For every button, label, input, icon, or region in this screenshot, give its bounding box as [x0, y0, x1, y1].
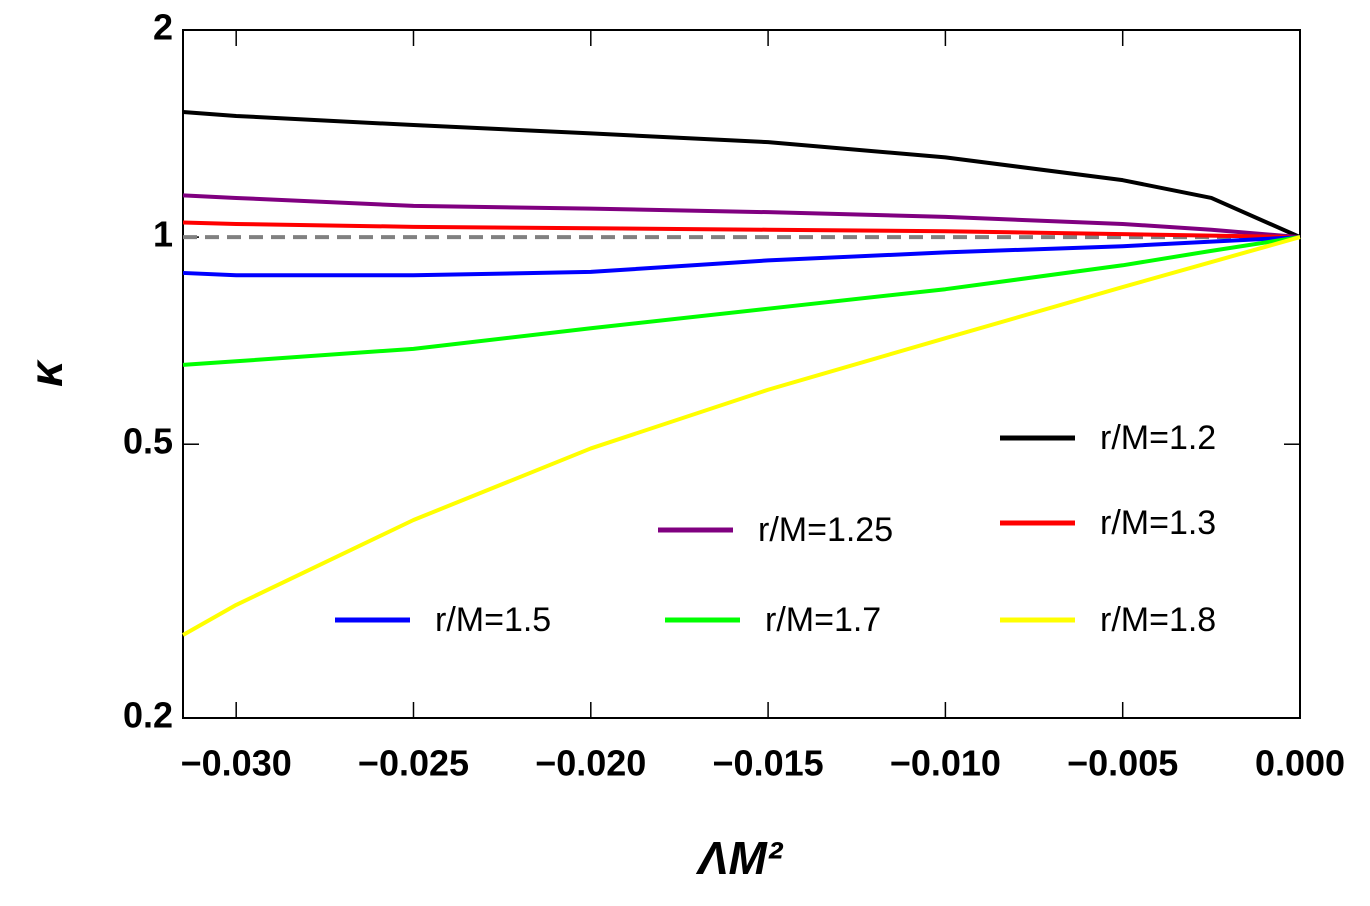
data-line: [182, 220, 1301, 240]
plot-frame: [182, 29, 1301, 719]
y-tick-label: 0.5: [123, 421, 173, 462]
data-line: [182, 110, 1301, 239]
data-line: [182, 235, 1301, 367]
y-tick-label: 2: [153, 7, 173, 48]
data-line: [182, 193, 1301, 240]
legend-label: r/M=1.8: [1100, 601, 1216, 639]
legend-label: r/M=1.5: [435, 601, 551, 639]
x-tick-label: −0.010: [890, 743, 1001, 784]
x-tick-label: −0.015: [713, 743, 824, 784]
y-tick-label: 0.2: [123, 695, 173, 736]
x-axis-label: ΛM²: [695, 832, 784, 884]
legend-label: r/M=1.2: [1100, 419, 1216, 457]
x-tick-label: −0.025: [358, 743, 469, 784]
data-line: [182, 235, 1301, 278]
x-tick-label: 0.000: [1255, 743, 1345, 784]
x-tick-label: −0.020: [535, 743, 646, 784]
x-tick-label: −0.005: [1067, 743, 1178, 784]
legend-label: r/M=1.7: [765, 601, 881, 639]
y-tick-label: 1: [153, 214, 173, 255]
legend-label: r/M=1.25: [758, 511, 893, 549]
data-line: [182, 235, 1301, 637]
y-axis-label: κ: [20, 359, 72, 387]
x-tick-label: −0.030: [181, 743, 292, 784]
legend-label: r/M=1.3: [1100, 504, 1216, 542]
